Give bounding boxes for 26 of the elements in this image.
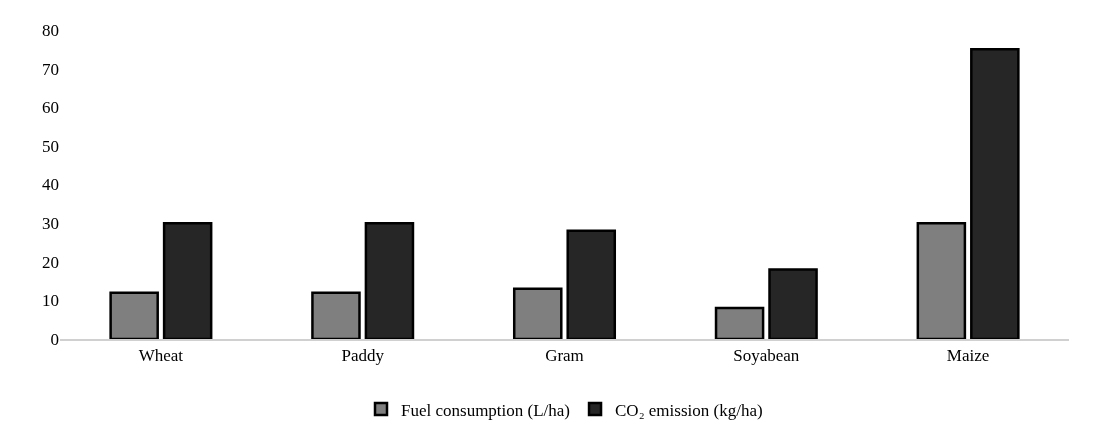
x-tick-label: Paddy (341, 346, 385, 366)
x-tick-label: Maize (946, 346, 990, 366)
bar (109, 291, 159, 339)
bar (311, 291, 361, 339)
y-tick-label: 60 (42, 98, 59, 118)
y-tick-label: 50 (42, 136, 59, 156)
bar (512, 287, 563, 339)
y-tick-label: 10 (42, 291, 59, 311)
y-tick-label: 30 (42, 214, 59, 234)
legend-label: CO₂ emission (kg/ha) (615, 400, 763, 420)
legend-label: Fuel consumption (L/ha) (401, 400, 571, 420)
bar (970, 48, 1020, 339)
bar (566, 229, 617, 339)
x-tick-label: Wheat (138, 346, 184, 366)
bar (162, 221, 213, 339)
y-tick-label: 40 (42, 175, 59, 195)
bar (364, 221, 415, 339)
bar (714, 306, 765, 339)
y-tick-label: 80 (42, 20, 59, 40)
y-tick-label: 70 (42, 59, 59, 79)
x-tick-label: Gram (545, 346, 584, 366)
x-tick-label: Soyabean (733, 346, 800, 366)
bar (916, 221, 967, 339)
bar (768, 268, 818, 339)
y-tick-label: 20 (42, 252, 59, 272)
y-tick-label: 0 (50, 329, 59, 349)
